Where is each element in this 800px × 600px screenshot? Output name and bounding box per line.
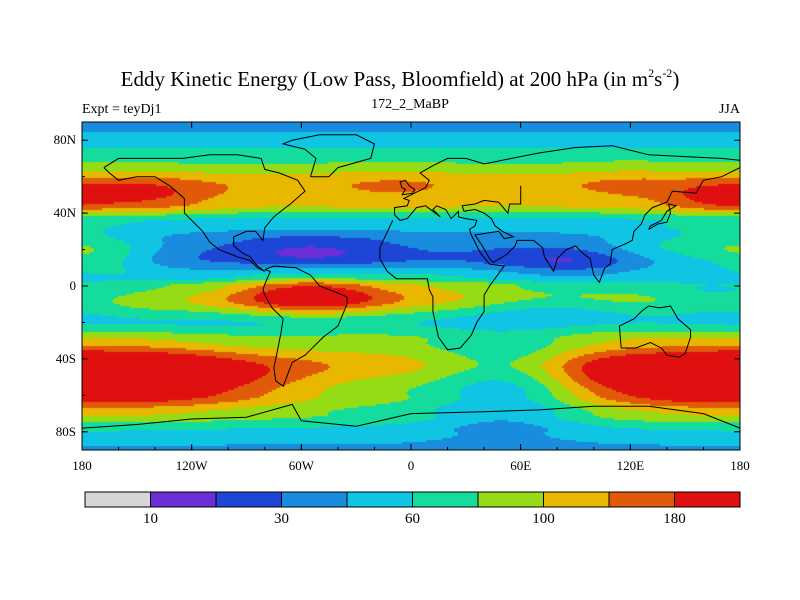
y-tick-label: 40N	[54, 205, 77, 220]
x-tick-label: 60W	[289, 458, 315, 473]
x-tick-label: 120E	[617, 458, 645, 473]
title-sup-2: -2	[662, 66, 673, 80]
colorbar-label: 10	[143, 511, 158, 527]
axis-ticks: 180 120W 60W 0 60E 120E 180 80N 40N 0 40S 80S	[54, 122, 750, 473]
colorbar: 10 30 60 100 180	[84, 491, 741, 527]
colorbar-label: 100	[532, 511, 555, 527]
colorbar-swatch	[543, 491, 610, 508]
colorbar-swatch	[346, 491, 413, 508]
coastline-eurasia-africa	[379, 145, 740, 351]
colorbar-label: 60	[405, 511, 420, 527]
x-tick-label: 0	[408, 458, 415, 473]
colorbar-label: 180	[663, 511, 686, 527]
subtitle-left: Expt = teyDj1	[82, 102, 162, 117]
x-tick-label: 120W	[176, 458, 209, 473]
coastline-antarctica-edge	[82, 403, 740, 429]
colorbar-swatch	[150, 491, 217, 508]
y-tick-label: 80S	[56, 424, 76, 439]
colorbar-swatch	[412, 491, 479, 508]
title-suffix: )	[672, 67, 680, 91]
y-tick-label: 40S	[56, 351, 76, 366]
coastline-north-america	[103, 154, 306, 272]
colorbar-label: 30	[274, 511, 289, 527]
colorbar-swatch	[84, 491, 151, 508]
colorbar-swatch	[477, 491, 544, 508]
colorbar-swatch	[281, 491, 348, 508]
coastline-australia	[618, 305, 692, 358]
y-tick-label: 80N	[54, 132, 77, 147]
coastline-greenland	[281, 134, 375, 178]
chart-title: Eddy Kinetic Energy (Low Pass, Bloomfiel…	[0, 66, 800, 92]
colorbar-swatch	[608, 491, 675, 508]
x-tick-label: 180	[730, 458, 750, 473]
x-tick-label: 180	[72, 458, 92, 473]
colorbar-swatch	[215, 491, 282, 508]
colorbar-swatch	[674, 491, 741, 508]
coastlines	[82, 134, 740, 429]
y-tick-label: 0	[70, 278, 77, 293]
title-prefix: Eddy Kinetic Energy (Low Pass, Bloomfiel…	[120, 67, 649, 91]
title-mid: s	[654, 67, 663, 91]
coastline-south-america	[262, 265, 348, 387]
subtitle-center: 172_2_MaBP	[371, 97, 449, 112]
plot-area	[82, 122, 740, 450]
title-sup-1: 2	[648, 66, 655, 80]
coastline-great-britain	[399, 179, 416, 196]
x-tick-label: 60E	[510, 458, 531, 473]
subtitle-right: JJA	[718, 102, 740, 117]
eke-field-image	[82, 122, 740, 450]
coastline-japan	[648, 203, 678, 230]
